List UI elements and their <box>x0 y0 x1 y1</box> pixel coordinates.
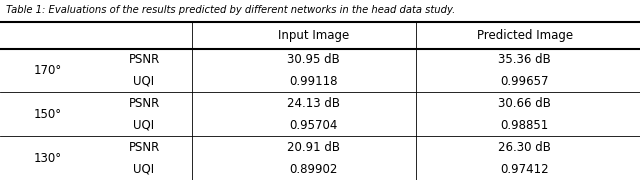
Text: 0.98851: 0.98851 <box>500 119 549 132</box>
Text: Table 1: Evaluations of the results predicted by different networks in the head : Table 1: Evaluations of the results pred… <box>6 5 456 15</box>
Text: PSNR: PSNR <box>129 141 159 154</box>
Text: 0.97412: 0.97412 <box>500 163 549 175</box>
Text: 0.99657: 0.99657 <box>500 75 549 88</box>
Text: 0.89902: 0.89902 <box>289 163 338 175</box>
Text: 20.91 dB: 20.91 dB <box>287 141 340 154</box>
Text: 24.13 dB: 24.13 dB <box>287 97 340 110</box>
Text: UQI: UQI <box>133 163 155 175</box>
Text: PSNR: PSNR <box>129 97 159 110</box>
Text: PSNR: PSNR <box>129 53 159 66</box>
Text: UQI: UQI <box>133 75 155 88</box>
Text: Predicted Image: Predicted Image <box>477 29 573 42</box>
Text: 0.95704: 0.95704 <box>289 119 338 132</box>
Text: 130°: 130° <box>34 152 62 165</box>
Text: UQI: UQI <box>133 119 155 132</box>
Text: 170°: 170° <box>34 64 62 77</box>
Text: 0.99118: 0.99118 <box>289 75 338 88</box>
Text: 26.30 dB: 26.30 dB <box>499 141 551 154</box>
Text: 30.66 dB: 30.66 dB <box>499 97 551 110</box>
Text: 35.36 dB: 35.36 dB <box>499 53 551 66</box>
Text: Input Image: Input Image <box>278 29 349 42</box>
Text: 150°: 150° <box>34 108 62 121</box>
Text: 30.95 dB: 30.95 dB <box>287 53 340 66</box>
